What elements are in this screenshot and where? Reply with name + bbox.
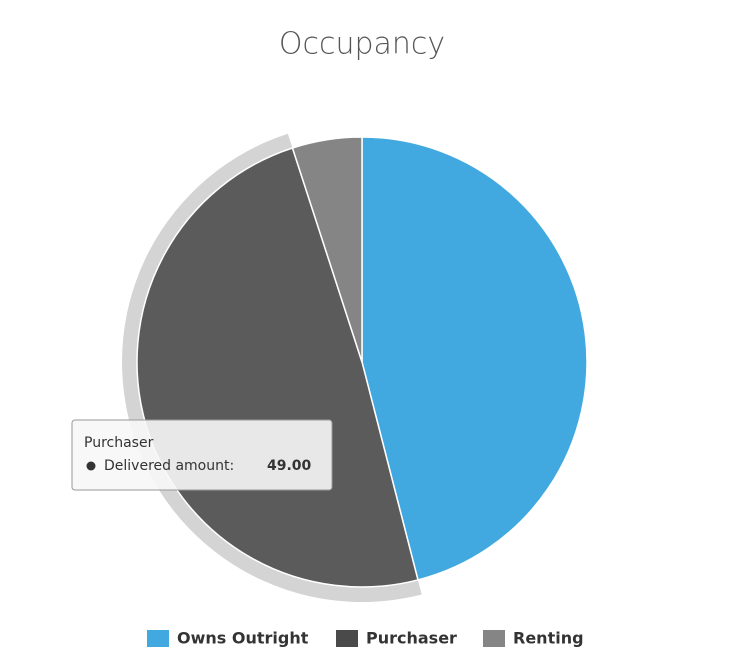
tooltip-label: Delivered amount: (104, 458, 234, 474)
tooltip-box (71, 419, 333, 491)
chart-title: Occupancy (279, 27, 445, 62)
tooltip: Purchaser Delivered amount: 49.00 (71, 419, 333, 491)
tooltip-title: Purchaser (84, 435, 154, 451)
tooltip-value: 49.00 (267, 458, 312, 474)
legend-swatch (147, 630, 169, 647)
tooltip-dot (86, 461, 96, 471)
legend-label[interactable]: Renting (513, 629, 584, 648)
legend-label[interactable]: Owns Outright (177, 629, 309, 648)
legend-swatch (336, 630, 358, 647)
legend-swatch (483, 630, 505, 647)
pie-slice (361, 136, 588, 581)
pie-slice (291, 136, 363, 363)
legend-label[interactable]: Purchaser (366, 629, 457, 648)
